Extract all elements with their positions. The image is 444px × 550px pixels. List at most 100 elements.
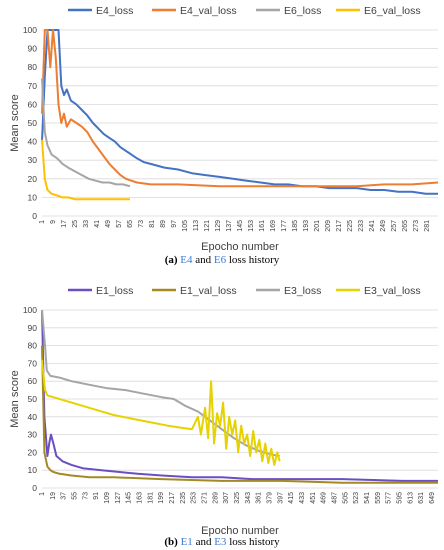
caption-b-and: and bbox=[195, 536, 212, 548]
x-tick-label: 55 bbox=[71, 492, 78, 500]
x-tick-label: 217 bbox=[336, 220, 343, 232]
x-tick-label: 541 bbox=[364, 492, 371, 504]
caption-b: (b) E1 and E3 loss history bbox=[0, 536, 444, 548]
x-tick-label: 273 bbox=[413, 220, 420, 232]
caption-a-model-1: E4 bbox=[180, 254, 193, 266]
caption-b-model-1: E1 bbox=[180, 536, 193, 548]
x-tick-label: 145 bbox=[237, 220, 244, 232]
x-tick-label: 281 bbox=[424, 220, 431, 232]
x-tick-label: 49 bbox=[105, 220, 112, 228]
legend-label: E6_val_loss bbox=[364, 5, 421, 17]
x-tick-label: 33 bbox=[83, 220, 90, 228]
x-tick-label: 65 bbox=[127, 220, 134, 228]
legend-label: E3_val_loss bbox=[364, 285, 421, 297]
x-tick-label: 505 bbox=[342, 492, 349, 504]
y-tick-label: 60 bbox=[28, 99, 38, 109]
x-tick-label: 19 bbox=[50, 492, 57, 500]
x-tick-label: 37 bbox=[61, 492, 68, 500]
y-tick-label: 0 bbox=[32, 483, 37, 493]
legend-label: E1_loss bbox=[96, 285, 133, 297]
y-tick-label: 20 bbox=[28, 447, 38, 457]
x-tick-label: 1 bbox=[39, 220, 46, 224]
series-line-E1_loss bbox=[41, 309, 438, 482]
x-tick-label: 559 bbox=[375, 492, 382, 504]
x-tick-label: 631 bbox=[418, 492, 425, 504]
x-tick-label: 137 bbox=[226, 220, 233, 232]
loss-chart-a: E4_loss E4_val_loss E6_loss E6_val_loss 0 10 2… bbox=[9, 5, 439, 253]
y-tick-label: 0 bbox=[32, 211, 37, 221]
x-tick-label: 57 bbox=[116, 220, 123, 228]
x-tick-label: 343 bbox=[245, 492, 252, 504]
x-tick-label: 201 bbox=[314, 220, 321, 232]
x-tick-label: 379 bbox=[266, 492, 273, 504]
x-tick-label: 487 bbox=[331, 492, 338, 504]
y-axis-title: Mean score bbox=[9, 94, 21, 151]
caption-a-model-2: E6 bbox=[213, 254, 227, 266]
y-tick-label: 80 bbox=[28, 341, 38, 351]
legend-item-E4_val_loss: E4_val_loss bbox=[152, 5, 237, 17]
x-tick-label: 163 bbox=[136, 492, 143, 504]
x-tick-label: 129 bbox=[215, 220, 222, 232]
y-tick-label: 60 bbox=[28, 376, 38, 386]
caption-a-tail: loss history bbox=[228, 254, 280, 266]
x-tick-label: 241 bbox=[369, 220, 376, 232]
x-axis-title: Epocho number bbox=[201, 525, 279, 537]
x-tick-label: 97 bbox=[171, 220, 178, 228]
legend-item-E1_loss: E1_loss bbox=[68, 285, 133, 297]
x-tick-label: 433 bbox=[299, 492, 306, 504]
x-tick-label: 177 bbox=[281, 220, 288, 232]
x-tick-label: 73 bbox=[138, 220, 145, 228]
y-tick-label: 50 bbox=[28, 394, 38, 404]
x-tick-label: 361 bbox=[256, 492, 263, 504]
x-tick-label: 105 bbox=[182, 220, 189, 232]
caption-b-label: (b) bbox=[164, 536, 178, 548]
x-tick-label: 451 bbox=[310, 492, 317, 504]
series-line-E4_val_loss bbox=[41, 29, 439, 188]
legend-item-E6_val_loss: E6_val_loss bbox=[336, 5, 421, 17]
caption-a-and: and bbox=[195, 254, 212, 266]
caption-b-tail: loss history bbox=[229, 536, 280, 548]
y-tick-label: 30 bbox=[28, 430, 38, 440]
y-tick-label: 100 bbox=[23, 25, 37, 35]
x-tick-label: 153 bbox=[248, 220, 255, 232]
caption-b-model-2: E3 bbox=[214, 536, 227, 548]
x-tick-label: 109 bbox=[104, 492, 111, 504]
x-tick-label: 469 bbox=[321, 492, 328, 504]
x-tick-label: 257 bbox=[391, 220, 398, 232]
legend-label: E3_loss bbox=[284, 285, 321, 297]
x-tick-label: 121 bbox=[204, 220, 211, 232]
legend-item-E1_val_loss: E1_val_loss bbox=[152, 285, 237, 297]
caption-a-label: (a) bbox=[164, 254, 178, 266]
caption-a: (a) E4 and E6 loss history bbox=[0, 254, 444, 266]
x-tick-label: 73 bbox=[82, 492, 89, 500]
x-tick-label: 185 bbox=[292, 220, 299, 232]
x-tick-label: 217 bbox=[169, 492, 176, 504]
x-tick-label: 235 bbox=[180, 492, 187, 504]
series-line-E6_val_loss bbox=[41, 139, 130, 201]
y-tick-label: 40 bbox=[28, 412, 38, 422]
y-tick-label: 10 bbox=[28, 465, 38, 475]
x-tick-label: 649 bbox=[429, 492, 436, 504]
y-tick-label: 40 bbox=[28, 137, 38, 147]
x-tick-label: 161 bbox=[259, 220, 266, 232]
x-tick-label: 41 bbox=[94, 220, 101, 228]
y-tick-label: 50 bbox=[28, 118, 38, 128]
legend-label: E4_loss bbox=[96, 5, 133, 17]
x-tick-label: 595 bbox=[396, 492, 403, 504]
x-tick-label: 265 bbox=[402, 220, 409, 232]
x-tick-label: 289 bbox=[212, 492, 219, 504]
series-line-E6_loss bbox=[41, 78, 131, 188]
x-tick-label: 181 bbox=[147, 492, 154, 504]
y-tick-label: 90 bbox=[28, 44, 38, 54]
y-axis-title: Mean score bbox=[9, 370, 21, 427]
x-tick-label: 25 bbox=[72, 220, 79, 228]
legend-label: E6_loss bbox=[284, 5, 321, 17]
x-tick-label: 325 bbox=[234, 492, 241, 504]
legend-item-E6_loss: E6_loss bbox=[256, 5, 321, 17]
x-tick-label: 193 bbox=[303, 220, 310, 232]
x-tick-label: 253 bbox=[191, 492, 198, 504]
legend-label: E1_val_loss bbox=[180, 285, 237, 297]
series-line-E3_loss bbox=[41, 309, 280, 457]
x-tick-label: 169 bbox=[270, 220, 277, 232]
x-tick-label: 577 bbox=[386, 492, 393, 504]
